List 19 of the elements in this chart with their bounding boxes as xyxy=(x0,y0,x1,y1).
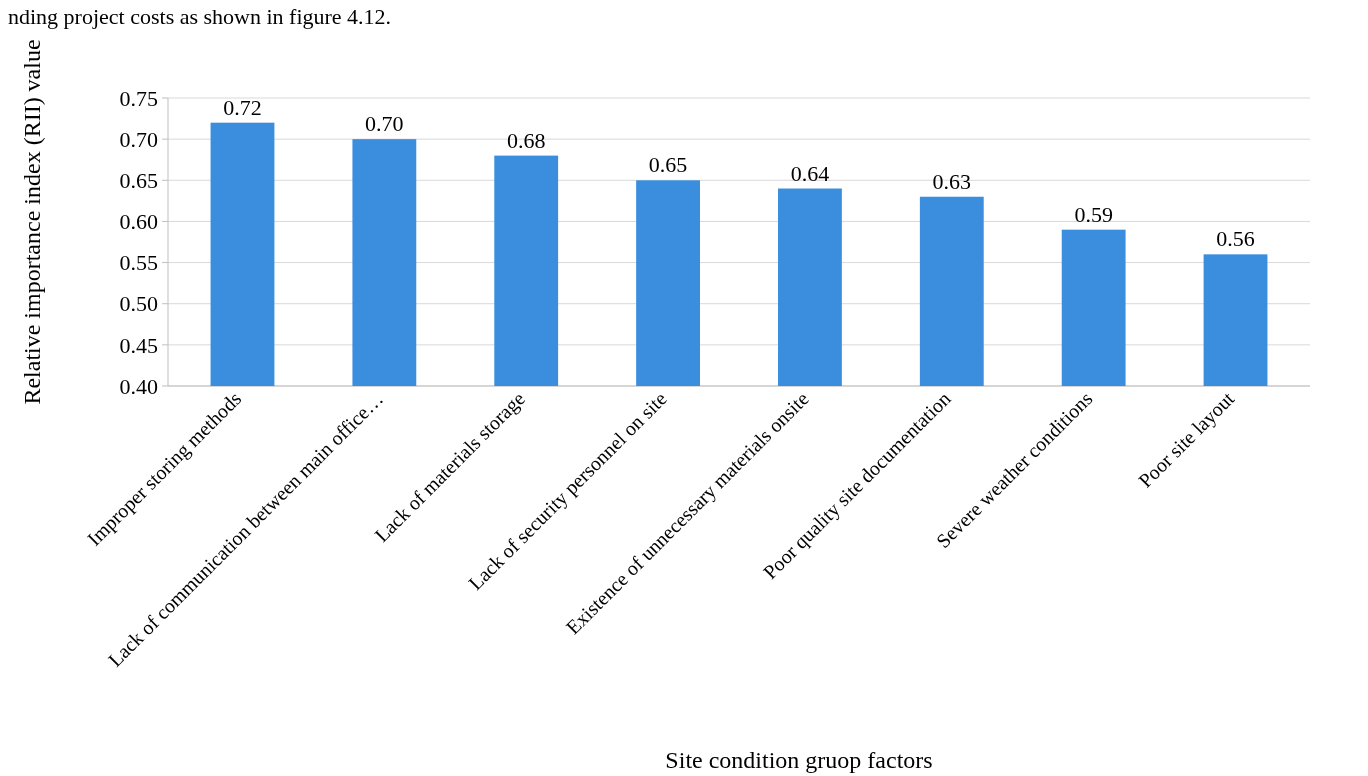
y-tick-label: 0.55 xyxy=(119,250,158,276)
y-tick-label: 0.50 xyxy=(119,291,158,317)
y-tick-label: 0.75 xyxy=(119,85,158,111)
data-label: 0.65 xyxy=(648,152,688,178)
data-label: 0.59 xyxy=(1074,201,1113,227)
data-label: 0.72 xyxy=(223,94,262,120)
text: nding project costs as shown in figure 4.12. xyxy=(8,4,392,29)
y-tick-label: 0.65 xyxy=(119,167,158,193)
y-tick-label: 0.60 xyxy=(119,209,158,235)
data-label: 0.56 xyxy=(1216,226,1255,252)
y-tick-label: 0.70 xyxy=(119,126,158,152)
data-label: 0.68 xyxy=(506,127,546,153)
data-label: 0.63 xyxy=(932,168,972,194)
data-label: 0.64 xyxy=(790,160,830,186)
data-label: 0.70 xyxy=(365,111,404,137)
y-axis-title: Relative importance index (RII) value xyxy=(19,39,45,405)
y-tick-label: 0.40 xyxy=(119,373,158,399)
x-axis-title: Site condition gruop factors xyxy=(665,747,933,773)
y-tick-label: 0.45 xyxy=(119,332,158,358)
